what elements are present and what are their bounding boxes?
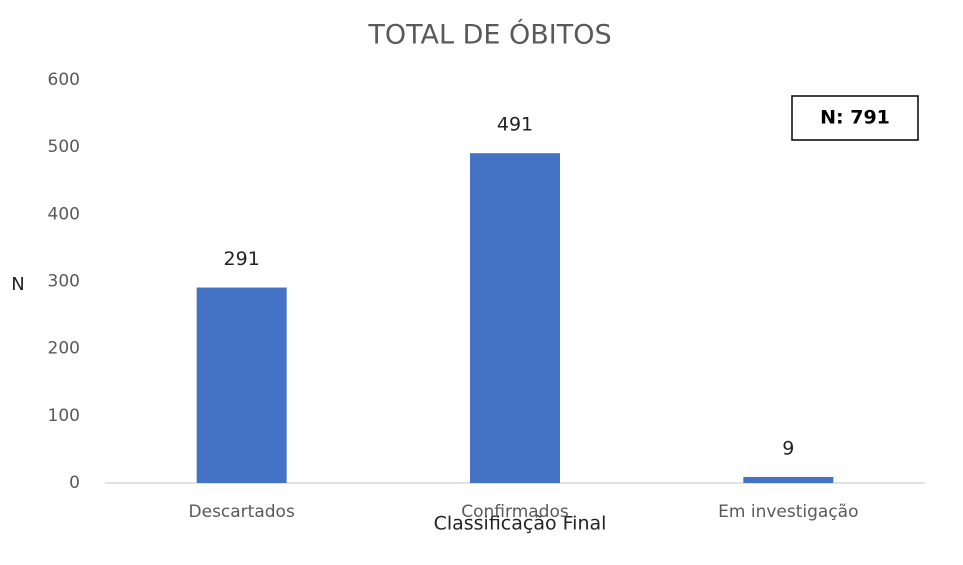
annotation-box xyxy=(791,95,919,141)
y-axis-label: N xyxy=(11,274,24,295)
chart-title: TOTAL DE ÓBITOS xyxy=(367,19,611,51)
data-label: 491 xyxy=(497,114,533,136)
x-tick-label: Confirmados xyxy=(461,502,569,522)
data-label: 291 xyxy=(224,248,260,270)
x-tick-label: Em investigação xyxy=(718,502,858,522)
bar xyxy=(196,287,287,483)
bar xyxy=(470,153,560,483)
y-tick-label: 300 xyxy=(48,272,80,292)
x-tick-label: Descartados xyxy=(189,502,295,522)
y-tick-label: 600 xyxy=(48,70,80,90)
data-label: 9 xyxy=(782,437,794,459)
y-tick-label: 200 xyxy=(48,339,80,359)
y-tick-label: 400 xyxy=(48,204,80,224)
y-tick-label: 100 xyxy=(48,406,80,426)
x-axis-label: Classificação Final xyxy=(434,513,607,535)
annotation: N: 791 xyxy=(820,107,890,129)
bar xyxy=(743,476,834,483)
y-tick-label: 0 xyxy=(69,473,80,493)
y-tick-label: 500 xyxy=(48,137,80,157)
